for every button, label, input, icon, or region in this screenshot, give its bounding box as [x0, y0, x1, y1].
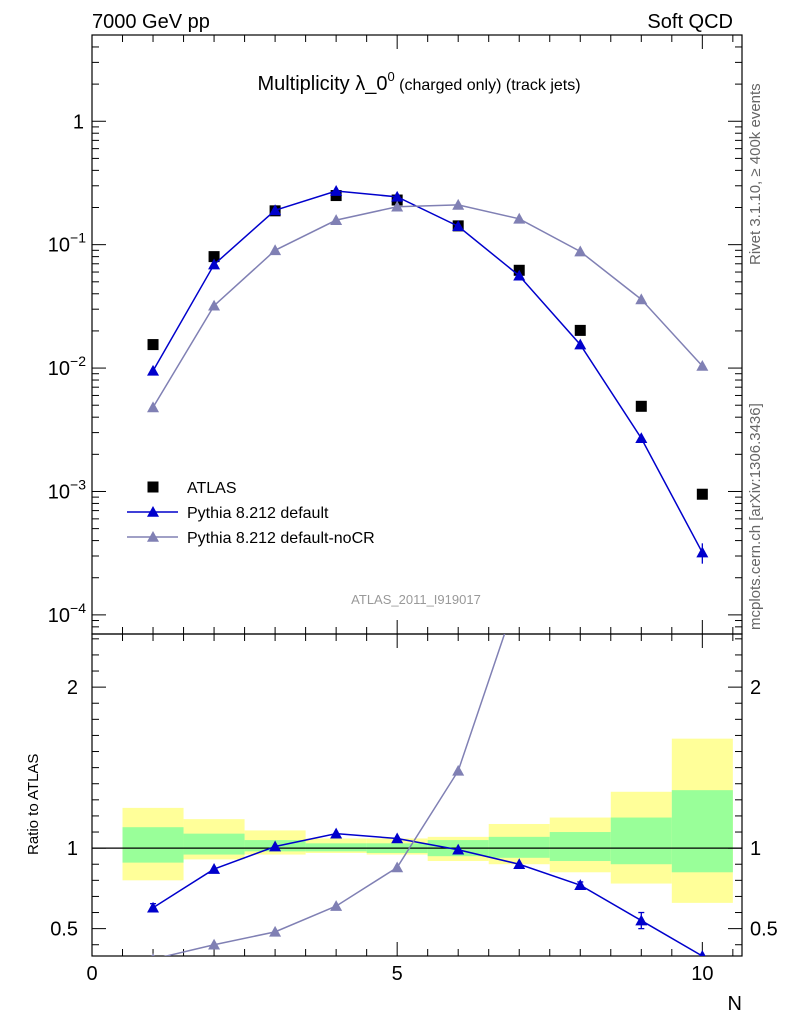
legend-marker	[147, 506, 159, 517]
title-suffix: (charged only) (track jets)	[395, 77, 581, 94]
ratio-point-1	[452, 764, 465, 776]
legend-label: Pythia 8.212 default	[187, 505, 329, 522]
data-point-atlas	[208, 251, 220, 263]
data-point-atlas	[147, 339, 159, 351]
x-tick-label: 0	[86, 963, 97, 985]
header-left-label: 7000 GeV pp	[92, 11, 210, 33]
analysis-label: ATLAS_2011_I919017	[351, 592, 481, 607]
ratio-line-1	[163, 634, 506, 956]
ratio-band-inner	[610, 817, 672, 865]
ratio-point-0	[452, 843, 465, 855]
ratio-bands	[92, 738, 742, 903]
ratio-point-0	[391, 832, 404, 844]
main-series	[147, 185, 709, 564]
ratio-y-tick-label-right: 0.5	[750, 919, 778, 941]
data-point-2	[208, 299, 221, 311]
title-superscript: 0	[387, 69, 394, 84]
legend-marker-atlas	[147, 481, 159, 493]
ratio-band-inner	[305, 843, 367, 852]
y-tick-label: 10−4	[48, 600, 86, 627]
ratio-point-0	[513, 858, 526, 870]
y-tick-label: 1	[73, 111, 84, 133]
data-point-1	[574, 338, 587, 350]
ratio-panel: 0 5 10 0.5 0.5 1 1 2 2	[50, 295, 778, 985]
data-point-2	[452, 198, 465, 210]
data-point-1	[208, 258, 221, 270]
ratio-point-1	[151, 953, 155, 956]
y-tick-label: 10−3	[48, 476, 86, 503]
x-axis-label: N	[728, 993, 742, 1015]
ratio-point-1	[391, 861, 404, 873]
data-point-1	[452, 220, 465, 232]
ratio-band-inner	[488, 836, 550, 858]
legend-marker	[147, 531, 159, 542]
ratio-point-0	[574, 879, 587, 890]
data-point-2	[635, 293, 648, 305]
ratio-line-0	[152, 832, 703, 956]
data-point-2	[513, 212, 526, 224]
data-point-1	[330, 185, 343, 196]
ratio-point-0	[635, 914, 648, 926]
ratio-point-1	[513, 585, 525, 596]
ratio-y-tick-label: 2	[67, 677, 78, 699]
data-point-2	[391, 200, 404, 212]
data-point-2	[696, 359, 709, 371]
x-tick-label: 5	[392, 963, 403, 985]
ratio-band-inner	[122, 827, 184, 863]
ratio-point-0	[698, 950, 706, 956]
data-point-1	[635, 432, 648, 444]
ratio-band-inner	[671, 790, 733, 873]
chart-title: Multiplicity λ_00 (charged only) (track …	[257, 69, 580, 95]
ratio-ylabel: Ratio to ATLAS	[25, 754, 42, 855]
ratio-point-1	[208, 938, 221, 950]
data-point-2	[147, 401, 160, 413]
ratio-y-tick-label: 0.5	[50, 919, 78, 941]
ratio-band-inner	[183, 833, 245, 855]
ratio-point-1	[330, 900, 343, 911]
ratio-y-tick-label-right: 2	[750, 677, 761, 699]
ratio-band-inner	[549, 832, 611, 862]
main-panel: 1 10−1 10−2 10−3 10−4 ATLAS Pythia 8.212 defau…	[48, 34, 743, 635]
data-point-1	[513, 269, 526, 281]
series-line-2	[152, 204, 703, 408]
data-point-1	[391, 190, 404, 202]
data-point-1	[269, 204, 282, 216]
data-point-2	[574, 245, 587, 257]
y-tick-label: 10−2	[48, 353, 86, 380]
legend-label: Pythia 8.212 default-noCR	[187, 530, 375, 547]
ratio-y-tick-label: 1	[67, 838, 78, 860]
series-line-1	[152, 190, 703, 553]
data-point-atlas	[635, 400, 647, 412]
mcplots-label: mcplots.cern.ch [arXiv:1306.3436]	[747, 403, 764, 630]
ratio-point-0	[269, 840, 282, 852]
ratio-frame	[91, 633, 743, 957]
rivet-label: Rivet 3.1.10, ≥ 400k events	[747, 83, 764, 265]
ratio-point-1	[269, 925, 282, 937]
title-main: Multiplicity λ_0	[257, 73, 387, 95]
data-point-1	[696, 546, 709, 558]
data-point-atlas	[696, 488, 708, 500]
ratio-point-1	[574, 295, 586, 306]
ratio-series	[147, 295, 706, 956]
x-tick-label: 10	[691, 963, 713, 985]
data-point-atlas	[574, 324, 586, 336]
data-point-2	[269, 244, 282, 256]
ratio-y-tick-label-right: 1	[750, 838, 761, 860]
ratio-point-0	[147, 901, 160, 913]
header-right-label: Soft QCD	[647, 11, 733, 33]
legend-label: ATLAS	[187, 480, 237, 497]
y-tick-label: 10−1	[48, 230, 86, 257]
legend: ATLAS Pythia 8.212 default Pythia 8.212 de…	[127, 480, 375, 547]
data-point-2	[330, 214, 343, 225]
ratio-point-0	[330, 827, 343, 839]
data-point-1	[147, 364, 160, 376]
ratio-point-0	[208, 863, 221, 874]
